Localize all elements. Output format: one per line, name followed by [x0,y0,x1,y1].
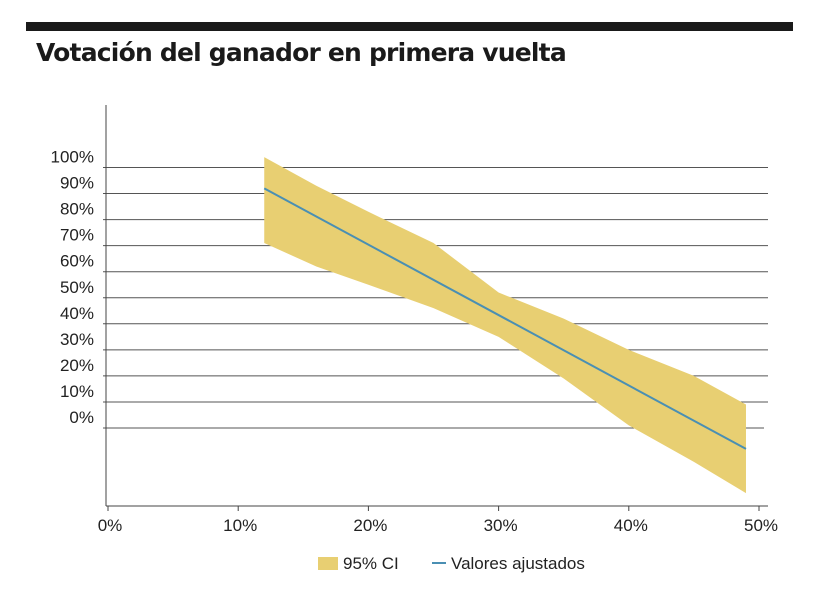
top-rule [26,22,793,31]
y-tick-label: 10% [60,382,94,401]
legend-swatch-ci [318,557,338,570]
chart-title: Votación del ganador en primera vuelta [36,38,567,67]
legend-label-fit: Valores ajustados [451,554,585,573]
x-tick-label: 0% [98,516,123,535]
y-tick-label: 20% [60,356,94,375]
x-tick-label: 50% [744,516,778,535]
x-tick-label: 30% [484,516,518,535]
plot-area [263,157,747,494]
y-tick-label: 40% [60,304,94,323]
x-tick-label: 40% [614,516,648,535]
x-tick-labels: 0% 10% 20% 30% 40% 50% [98,516,778,535]
ci-band [264,157,746,494]
y-tick-label: 100% [51,148,94,167]
y-tick-label: 70% [60,226,94,245]
y-tick-label: 80% [60,200,94,219]
x-tick-label: 10% [223,516,257,535]
fitted-line [263,187,747,450]
y-tick-label: 50% [60,278,94,297]
legend: 95% CI Valores ajustados [318,554,585,573]
y-tick-labels: 0% 10% 20% 30% 40% 50% 60% 70% 80% 90% 100% [51,148,94,428]
y-tick-label: 0% [69,408,94,427]
legend-label-ci: 95% CI [343,554,399,573]
axes [105,105,768,511]
y-tick-label: 30% [60,330,94,349]
y-tick-label: 60% [60,252,94,271]
x-tick-label: 20% [353,516,387,535]
y-tick-label: 90% [60,174,94,193]
